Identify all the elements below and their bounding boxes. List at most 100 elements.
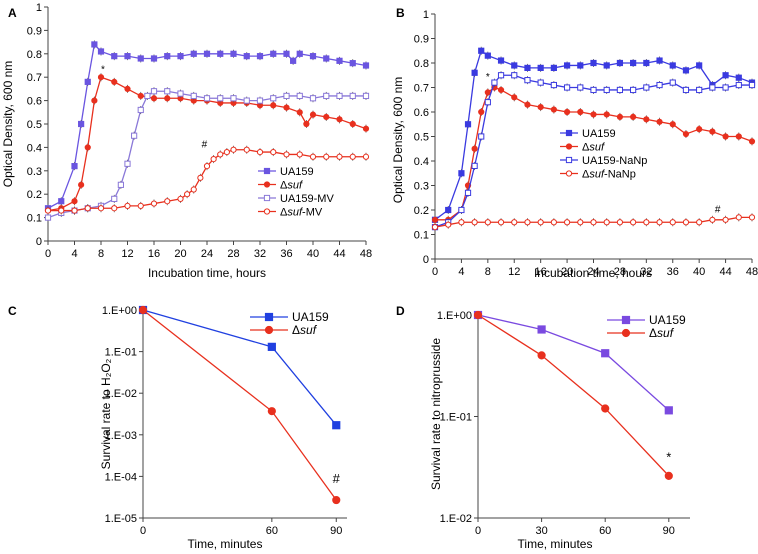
data-point bbox=[656, 81, 663, 89]
panel-C: C 1.E+00 1.E-01 1.E-02 1.E-03 1.E-04 1.E-050 60… bbox=[8, 304, 347, 551]
data-point bbox=[748, 214, 756, 221]
x-tick-label: 12 bbox=[121, 248, 133, 260]
data-point bbox=[283, 104, 290, 111]
data-point bbox=[577, 219, 584, 226]
data-point bbox=[497, 72, 505, 79]
data-point bbox=[537, 219, 544, 226]
data-point bbox=[577, 84, 584, 91]
x-tick-label: 30 bbox=[535, 525, 547, 537]
legend-marker bbox=[263, 167, 271, 175]
data-point bbox=[735, 81, 742, 89]
data-point bbox=[164, 95, 171, 102]
y-tick-label: 0.4 bbox=[27, 142, 42, 154]
data-point bbox=[124, 160, 131, 167]
data-point bbox=[296, 109, 303, 116]
data-point bbox=[464, 189, 472, 196]
data-point bbox=[44, 214, 52, 221]
series-line bbox=[434, 74, 752, 228]
data-point bbox=[138, 305, 148, 315]
legend-marker bbox=[263, 181, 271, 188]
data-point bbox=[230, 146, 237, 153]
data-point bbox=[577, 108, 584, 116]
data-point bbox=[537, 351, 546, 360]
y-tick-label: 1.E-02 bbox=[440, 513, 472, 525]
data-point bbox=[601, 404, 610, 413]
annotation: * bbox=[101, 65, 105, 76]
data-point bbox=[164, 198, 171, 205]
data-point bbox=[445, 221, 452, 228]
data-point bbox=[643, 219, 650, 226]
data-point bbox=[497, 219, 505, 226]
data-point bbox=[656, 118, 663, 125]
data-point bbox=[217, 95, 224, 102]
legend-marker bbox=[263, 194, 271, 202]
series-0 bbox=[44, 40, 370, 213]
legend-label: Δsuf bbox=[582, 142, 605, 154]
data-point bbox=[303, 120, 310, 128]
data-point bbox=[590, 59, 597, 67]
data-point bbox=[256, 97, 264, 104]
data-point bbox=[643, 116, 650, 123]
data-point bbox=[44, 207, 52, 214]
y-tick-label: 0.9 bbox=[414, 34, 429, 46]
data-point bbox=[332, 495, 341, 505]
data-point bbox=[484, 99, 491, 106]
y-tick-label: 0.1 bbox=[27, 213, 42, 225]
data-point bbox=[550, 81, 557, 89]
data-point bbox=[71, 163, 78, 170]
data-point bbox=[458, 170, 465, 177]
data-point bbox=[669, 62, 676, 69]
x-tick-label: 48 bbox=[746, 266, 758, 278]
data-point bbox=[643, 59, 650, 67]
y-tick-label: 1.E-01 bbox=[105, 347, 137, 359]
data-point bbox=[682, 86, 690, 94]
data-point bbox=[137, 92, 144, 100]
x-tick-label: 24 bbox=[201, 248, 213, 260]
x-axis-title: Incubation time, hours bbox=[534, 266, 652, 280]
legend-marker bbox=[565, 156, 573, 164]
data-point bbox=[464, 121, 472, 128]
data-point bbox=[537, 325, 546, 334]
data-point bbox=[296, 92, 303, 100]
data-point bbox=[563, 219, 571, 226]
data-point bbox=[616, 86, 624, 94]
y-tick-label: 0.5 bbox=[414, 132, 429, 144]
y-tick-label: 0.8 bbox=[27, 49, 42, 61]
x-tick-label: 44 bbox=[333, 248, 345, 260]
data-point bbox=[601, 349, 610, 358]
data-point bbox=[511, 72, 518, 79]
data-point bbox=[362, 153, 370, 160]
legend-label: UA159-MV bbox=[280, 193, 334, 205]
data-point bbox=[484, 89, 491, 96]
legend-marker bbox=[565, 129, 573, 137]
data-point bbox=[349, 153, 356, 160]
data-point bbox=[511, 219, 518, 226]
data-point bbox=[630, 219, 637, 226]
y-tick-label: 0.4 bbox=[414, 156, 429, 168]
data-point bbox=[471, 69, 478, 76]
data-point bbox=[190, 92, 197, 100]
data-point bbox=[349, 120, 356, 128]
data-point bbox=[217, 50, 224, 57]
x-tick-label: 90 bbox=[663, 525, 675, 537]
data-point bbox=[290, 57, 297, 64]
data-point bbox=[137, 106, 144, 114]
panel-A: A00.10.20.30.40.50.60.70.80.910 4 8 12 16 20 2… bbox=[1, 2, 372, 280]
y-tick-label: 0.3 bbox=[27, 166, 42, 178]
data-point bbox=[117, 181, 124, 188]
data-point bbox=[458, 206, 465, 214]
data-point bbox=[616, 59, 624, 67]
data-point bbox=[362, 92, 370, 100]
x-tick-label: 32 bbox=[640, 266, 652, 278]
annotation: * bbox=[486, 72, 490, 83]
data-point bbox=[349, 60, 356, 67]
data-point bbox=[131, 132, 138, 139]
data-point bbox=[270, 50, 277, 57]
data-point bbox=[283, 151, 290, 158]
x-tick-label: 8 bbox=[485, 266, 491, 278]
x-tick-label: 12 bbox=[508, 266, 520, 278]
data-point bbox=[491, 79, 498, 86]
data-point bbox=[550, 106, 557, 113]
